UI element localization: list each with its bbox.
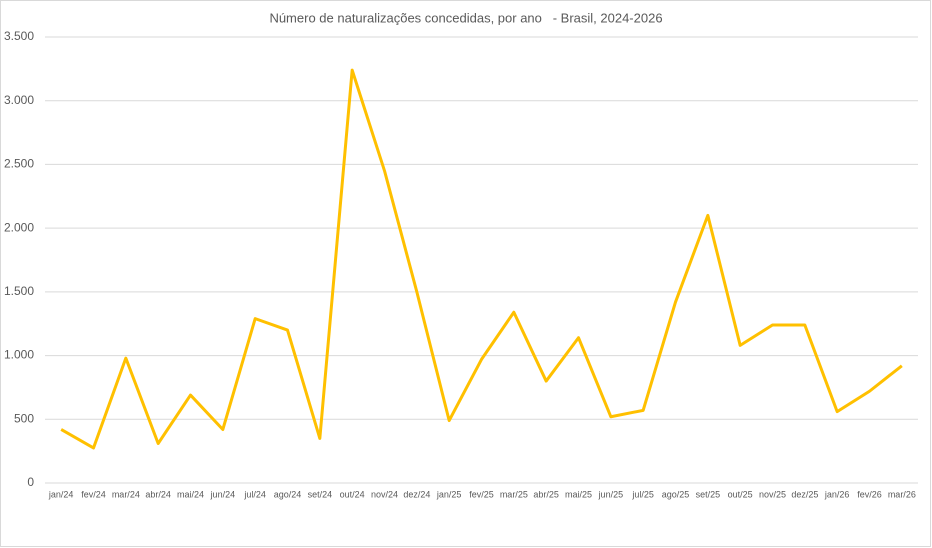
x-tick-label: ago/24	[274, 489, 302, 499]
x-tick-label: jan/26	[824, 489, 850, 499]
y-tick-label: 1.500	[4, 284, 34, 298]
x-tick-label: out/24	[340, 489, 365, 499]
y-tick-label: 2.500	[4, 157, 34, 171]
x-tick-label: mar/26	[888, 489, 916, 499]
x-tick-label: fev/25	[469, 489, 494, 499]
x-tick-label: ago/25	[662, 489, 690, 499]
x-tick-label: fev/24	[81, 489, 106, 499]
x-tick-label: abr/24	[145, 489, 171, 499]
y-tick-label: 0	[27, 475, 34, 489]
x-tick-label: jun/24	[210, 489, 236, 499]
x-tick-label: mar/24	[112, 489, 140, 499]
y-tick-label: 500	[14, 411, 34, 425]
x-tick-label: set/24	[308, 489, 333, 499]
y-tick-label: 2.000	[4, 220, 34, 234]
line-series	[60, 68, 903, 450]
x-tick-label: abr/25	[533, 489, 559, 499]
x-tick-label: nov/24	[371, 489, 398, 499]
y-tick-label: 3.000	[4, 93, 34, 107]
x-tick-label: out/25	[728, 489, 753, 499]
x-tick-label: jul/25	[631, 489, 654, 499]
x-tick-label: nov/25	[759, 489, 786, 499]
y-tick-label: 1.000	[4, 348, 34, 362]
chart-title: Número de naturalizações concedidas, por…	[269, 10, 662, 25]
x-tick-label: mar/25	[500, 489, 528, 499]
x-tick-label: set/25	[696, 489, 721, 499]
x-tick-label: dez/25	[791, 489, 818, 499]
x-tick-label: fev/26	[857, 489, 882, 499]
x-tick-label: dez/24	[403, 489, 430, 499]
y-tick-label: 3.500	[4, 29, 34, 43]
x-tick-label: mai/24	[177, 489, 204, 499]
x-tick-label: jan/24	[48, 489, 74, 499]
x-tick-label: jun/25	[598, 489, 624, 499]
x-tick-label: jan/25	[436, 489, 462, 499]
x-tick-label: jul/24	[243, 489, 266, 499]
x-tick-label: mai/25	[565, 489, 592, 499]
